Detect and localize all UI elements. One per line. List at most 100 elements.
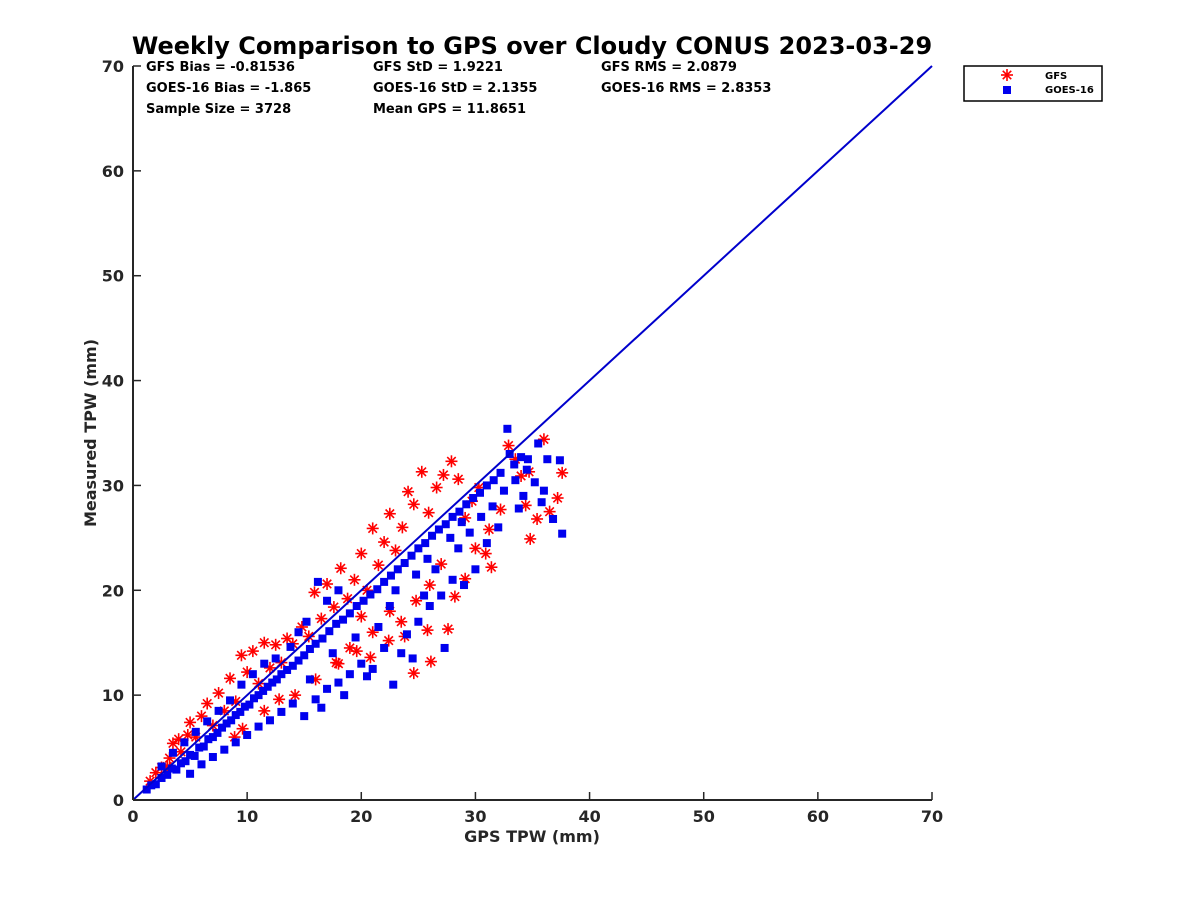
goes16-point	[199, 742, 208, 751]
goes16-point	[311, 695, 320, 704]
goes16-point	[499, 486, 508, 495]
goes16-point	[305, 645, 314, 654]
goes16-point	[334, 586, 343, 595]
goes16-point	[208, 753, 217, 762]
goes16-point	[431, 565, 440, 574]
goes16-point	[254, 722, 263, 731]
x-tick-label: 40	[578, 807, 600, 826]
gfs-point	[430, 481, 443, 494]
y-tick-label: 50	[102, 267, 124, 286]
goes16-point	[265, 716, 274, 725]
gfs-point	[334, 562, 347, 575]
scatter-points	[142, 424, 569, 794]
goes16-point	[203, 717, 212, 726]
gfs-point	[415, 465, 428, 478]
legend-box	[963, 65, 1103, 102]
goes16-point	[517, 453, 526, 462]
goes16-point	[231, 711, 240, 720]
gfs-point	[201, 697, 214, 710]
goes16-point	[248, 670, 257, 679]
goes16-point	[558, 529, 567, 538]
gfs-point	[327, 601, 340, 614]
gfs-point	[551, 492, 564, 505]
goes16-point	[420, 591, 429, 600]
gfs-point	[382, 634, 395, 647]
goes16-point	[425, 602, 434, 611]
gfs-point	[321, 577, 334, 590]
gfs-point	[224, 672, 237, 685]
goes16-point	[368, 664, 377, 673]
goes16-point	[323, 596, 332, 605]
goes16-point	[385, 602, 394, 611]
goes16-point	[380, 643, 389, 652]
goes16-point	[448, 575, 457, 584]
goes16-point	[549, 514, 558, 523]
goes16-point	[539, 486, 548, 495]
goes16-point	[151, 780, 160, 789]
goes16-point	[421, 539, 430, 548]
goes16-point	[496, 468, 505, 477]
goes16-point	[328, 649, 337, 658]
gfs-point	[246, 645, 259, 658]
goes16-point	[543, 455, 552, 464]
goes16-point	[374, 622, 383, 631]
goes16-point	[465, 528, 474, 537]
gfs-point	[479, 547, 492, 560]
goes16-point	[503, 424, 512, 433]
goes16-point	[226, 696, 235, 705]
gfs-point	[332, 657, 345, 670]
goes16-point	[457, 518, 466, 527]
y-tick-label: 60	[102, 162, 124, 181]
gfs-point	[556, 466, 569, 479]
gfs-point	[372, 559, 385, 572]
gfs-point	[355, 547, 368, 560]
y-tick-label: 0	[113, 791, 124, 810]
x-tick-label: 20	[350, 807, 372, 826]
goes16-point	[142, 785, 151, 794]
gfs-point	[469, 542, 482, 555]
gfs-point	[396, 521, 409, 534]
goes16-point	[440, 643, 449, 652]
goes16-point	[339, 615, 348, 624]
gfs-point	[258, 704, 271, 717]
goes16-point	[220, 745, 229, 754]
axes	[132, 66, 932, 801]
gfs-point	[402, 485, 415, 498]
gfs-point	[543, 505, 556, 518]
gfs-point	[258, 636, 271, 649]
goes16-point	[180, 738, 189, 747]
gfs-point	[364, 651, 377, 664]
goes16-point	[482, 539, 491, 548]
goes16-point	[373, 585, 382, 594]
goes16-point	[277, 670, 286, 679]
gfs-point	[378, 536, 391, 549]
goes16-point	[555, 456, 564, 465]
goes16-point	[213, 728, 222, 737]
goes16-point	[428, 531, 437, 540]
goes16-point	[197, 760, 206, 769]
goes16-point	[408, 654, 417, 663]
stat-goes-rms: GOES-16 RMS = 2.8353	[601, 81, 771, 96]
goes16-point	[345, 670, 354, 679]
goes16-point	[186, 769, 195, 778]
gfs-point	[343, 641, 356, 654]
goes16-point	[271, 654, 280, 663]
goes16-point	[332, 619, 341, 628]
stat-goes-bias: GOES-16 Bias = -1.865	[146, 81, 311, 96]
goes16-point	[286, 642, 295, 651]
stat-goes-std: GOES-16 StD = 2.1355	[373, 81, 537, 96]
goes16-point	[345, 609, 354, 618]
goes16-point	[245, 700, 254, 709]
goes16-point	[318, 634, 327, 643]
goes16-point	[272, 675, 281, 684]
legend-label-goes: GOES-16	[1045, 85, 1094, 96]
goes16-point	[240, 702, 249, 711]
gfs-point	[236, 722, 249, 735]
gfs-point	[424, 655, 437, 668]
goes16-point	[305, 675, 314, 684]
goes16-point	[454, 544, 463, 553]
gfs-point	[366, 522, 379, 535]
gfs-point	[483, 523, 496, 536]
goes16-point	[222, 719, 231, 728]
goes16-point	[455, 507, 464, 516]
